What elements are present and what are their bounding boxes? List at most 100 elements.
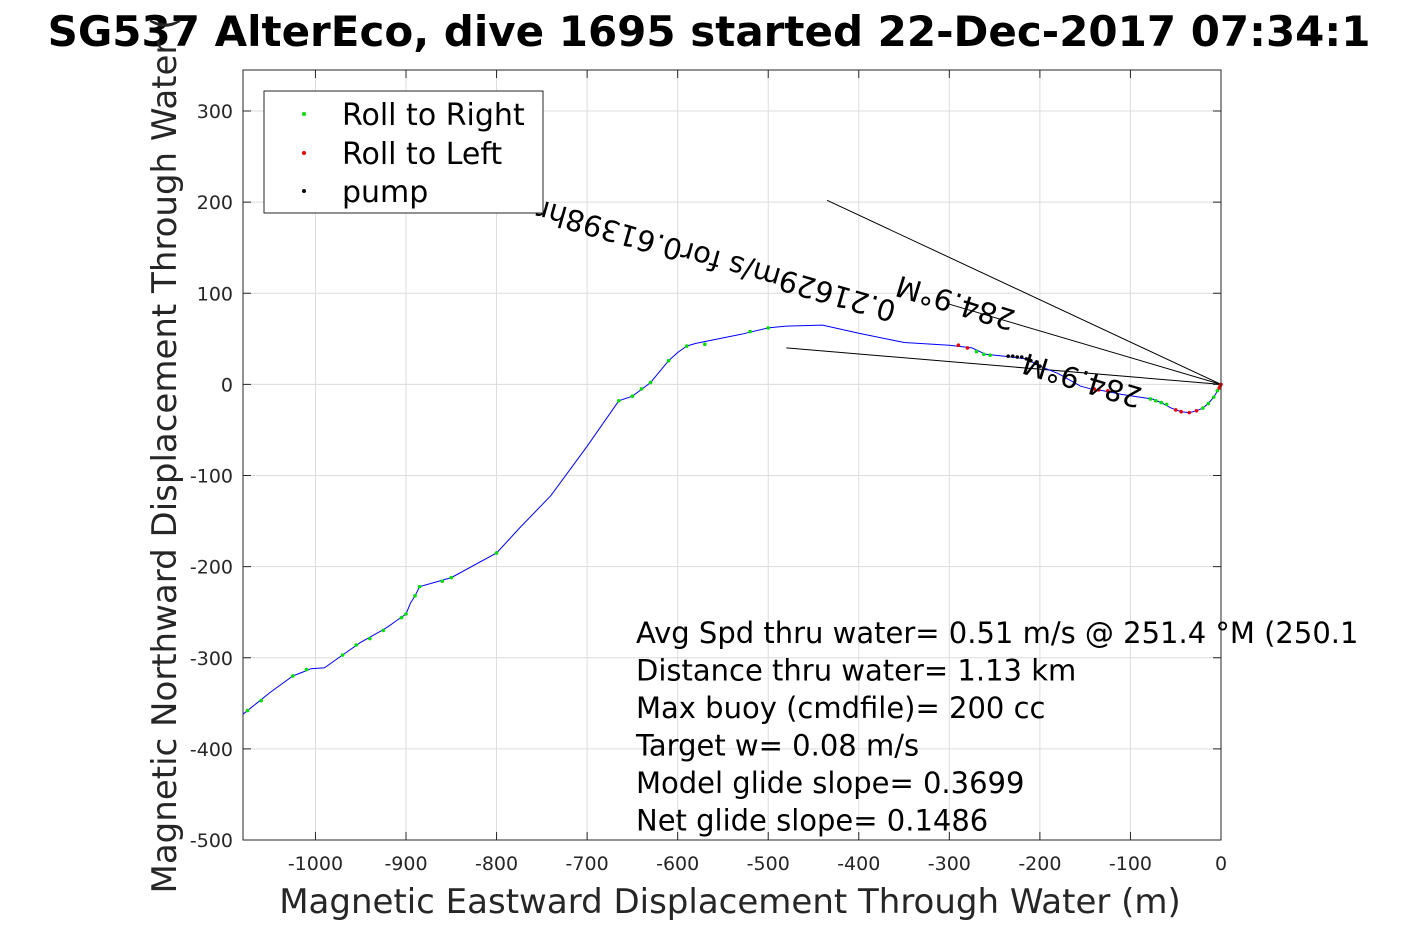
legend: Roll to Right Roll to Left pump xyxy=(263,90,544,214)
pump-marker xyxy=(1019,355,1024,359)
y-tick-label: -300 xyxy=(190,648,233,670)
roll-right-marker xyxy=(1159,400,1164,405)
roll-right-marker xyxy=(1154,398,1158,403)
legend-label-pump: pump xyxy=(342,175,428,210)
roll-right-marker xyxy=(494,551,499,555)
roll-right-marker xyxy=(291,674,295,678)
legend-label-roll-right: Roll to Right xyxy=(342,98,525,133)
heading-lines xyxy=(786,199,1222,385)
x-tick-label: 0 xyxy=(1215,853,1227,875)
roll-right-marker xyxy=(404,612,408,616)
legend-marker-roll-left xyxy=(302,151,306,155)
roll-right-marker xyxy=(974,349,979,354)
roll-left-marker xyxy=(1194,409,1199,413)
y-tick-label: 0 xyxy=(221,374,233,396)
plot-frame xyxy=(242,69,1222,841)
roll-right-marker xyxy=(639,387,644,391)
roll-right-marker xyxy=(666,358,671,363)
x-tick-labels: -1000 -900 -800 -700 -600 -500 -400 -300 -200 -10… xyxy=(288,853,1227,875)
legend-box xyxy=(263,90,544,214)
x-tick-label: -300 xyxy=(928,853,971,875)
roll-right-marker xyxy=(630,394,635,399)
heading-line xyxy=(786,347,1222,385)
roll-right-marker xyxy=(617,398,621,403)
pump-marker xyxy=(1010,354,1015,358)
stats-text: Avg Spd thru water= 0.51 m/s @ 251.4 °M … xyxy=(635,616,1358,838)
pump-marker xyxy=(1029,358,1033,363)
roll-right-marker xyxy=(1206,401,1211,406)
roll-left-marker xyxy=(1187,410,1192,415)
roll-right-marker xyxy=(1201,406,1205,410)
roll-right-marker xyxy=(1148,397,1153,401)
x-tick-label: -200 xyxy=(1018,853,1061,875)
roll-right-marker xyxy=(399,615,404,620)
roll-left-marker xyxy=(1179,409,1183,414)
pump-marker xyxy=(1038,364,1042,368)
x-axis-label: Magnetic Eastward Displacement Through W… xyxy=(279,882,1181,922)
y-tick-label: 200 xyxy=(197,192,233,214)
y-tick-label: 300 xyxy=(197,101,233,123)
y-tick-label: 100 xyxy=(197,283,233,305)
roll-right-marker xyxy=(981,352,986,357)
y-tick-label: -500 xyxy=(190,830,233,852)
roll-right-marker xyxy=(381,628,386,633)
roll-right-marker xyxy=(1211,395,1216,399)
heading-line xyxy=(949,303,1222,385)
roll-right-marker xyxy=(748,329,752,334)
roll-left-marker xyxy=(1096,388,1101,392)
y-axis-label: Magnetic Northward Displacement Through … xyxy=(145,17,185,894)
grid xyxy=(243,70,1222,841)
roll-right-marker xyxy=(354,643,358,647)
roll-right-marker xyxy=(1215,388,1220,393)
roll-right-marker xyxy=(766,326,771,330)
roll-right-marker xyxy=(259,698,263,703)
markers xyxy=(245,326,1223,713)
y-tick-labels: 300 200 100 0 -100 -200 -300 -400 -500 xyxy=(190,101,233,852)
roll-right-marker xyxy=(440,579,445,584)
x-tick-label: -700 xyxy=(566,853,609,875)
roll-right-marker xyxy=(340,653,345,657)
y-tick-label: -200 xyxy=(190,557,233,579)
pump-marker xyxy=(1006,354,1010,358)
roll-left-marker xyxy=(965,346,970,350)
x-tick-label: -900 xyxy=(384,853,427,875)
stat-line: Target w= 0.08 m/s xyxy=(635,729,919,763)
roll-right-marker xyxy=(449,575,454,580)
roll-left-marker xyxy=(956,343,961,347)
roll-right-marker xyxy=(648,380,653,385)
roll-right-marker xyxy=(417,584,422,589)
roll-right-marker xyxy=(367,636,372,641)
x-tick-label: -800 xyxy=(475,853,518,875)
roll-right-marker xyxy=(304,667,309,672)
x-tick-label: -500 xyxy=(747,853,790,875)
roll-right-marker xyxy=(703,342,707,347)
stat-line: Net glide slope= 0.1486 xyxy=(636,804,988,838)
heading-line xyxy=(826,199,1222,385)
legend-label-roll-left: Roll to Left xyxy=(342,137,502,172)
y-tick-label: -400 xyxy=(190,739,233,761)
x-tick-label: -1000 xyxy=(288,853,343,875)
pump-marker xyxy=(1033,361,1038,366)
x-tick-label: -600 xyxy=(656,853,699,875)
roll-left-marker xyxy=(1217,386,1221,390)
roll-left-marker xyxy=(1092,387,1097,391)
roll-right-marker xyxy=(988,353,992,358)
stat-line: Max buoy (cmdfile)= 200 cc xyxy=(636,691,1045,725)
stat-line: Distance thru water= 1.13 km xyxy=(636,654,1076,688)
y-tick-label: -100 xyxy=(190,466,233,488)
roll-left-marker xyxy=(1173,408,1178,412)
legend-marker-roll-right xyxy=(302,112,306,116)
pump-marker xyxy=(1024,357,1029,361)
x-tick-label: -100 xyxy=(1109,853,1152,875)
stat-line: Model glide slope= 0.3699 xyxy=(636,766,1024,800)
legend-marker-pump xyxy=(302,189,306,193)
roll-right-marker xyxy=(413,593,417,598)
stat-line: Avg Spd thru water= 0.51 m/s @ 251.4 °M … xyxy=(636,616,1358,650)
x-tick-label: -400 xyxy=(837,853,880,875)
roll-left-marker xyxy=(1106,388,1110,393)
pump-marker xyxy=(1015,355,1020,359)
chart-title: SG537 AlterEco, dive 1695 started 22-Dec… xyxy=(48,7,1371,56)
roll-right-marker xyxy=(1164,402,1169,407)
roll-right-marker xyxy=(684,344,689,348)
